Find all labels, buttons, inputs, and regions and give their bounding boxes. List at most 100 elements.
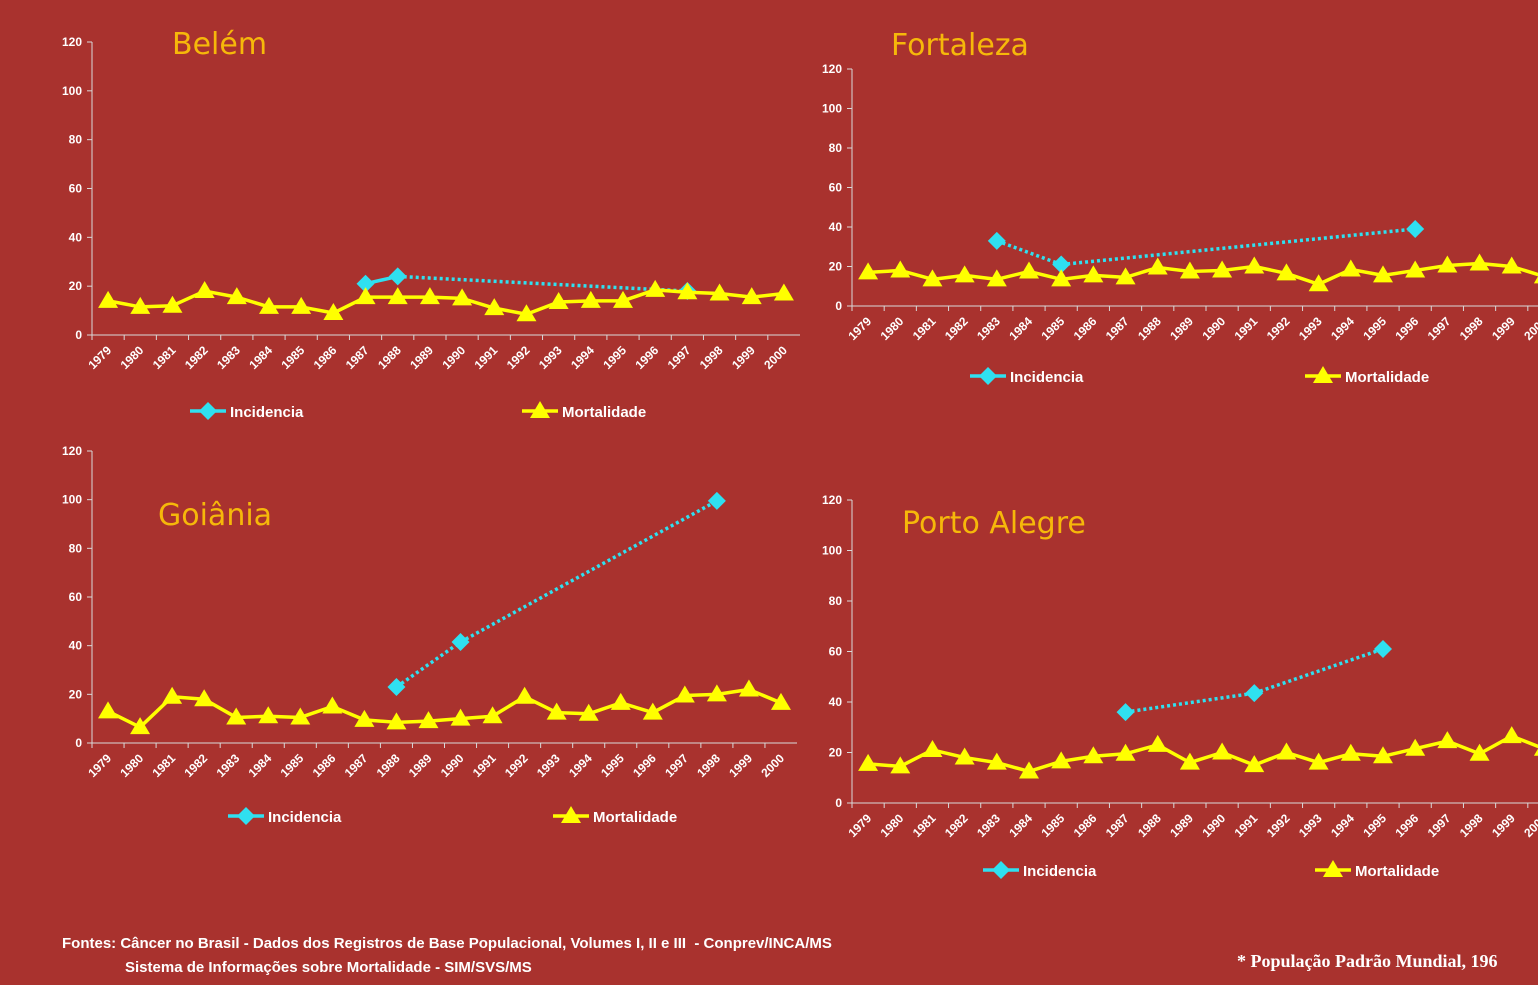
gap-connector bbox=[395, 640, 462, 689]
mortality-marker bbox=[259, 296, 279, 314]
mortality-marker bbox=[418, 711, 439, 729]
mortality-marker bbox=[1179, 752, 1200, 770]
mortality-marker bbox=[1179, 261, 1200, 279]
y-tick-label: 100 bbox=[822, 544, 842, 558]
mortality-marker bbox=[1533, 276, 1538, 284]
mortality-marker bbox=[1212, 260, 1233, 278]
mortality-marker bbox=[484, 298, 505, 316]
sources: Fontes: Câncer no Brasil - Dados dos Reg… bbox=[62, 935, 832, 952]
mortality-marker bbox=[386, 712, 407, 730]
mortality-marker bbox=[610, 692, 631, 710]
legend-label: Mortalidade bbox=[593, 809, 677, 826]
mortality-marker bbox=[1405, 738, 1426, 756]
mortality-marker bbox=[514, 686, 535, 704]
legend-marker bbox=[1313, 366, 1333, 383]
mortality-marker bbox=[890, 260, 911, 278]
y-tick-label: 80 bbox=[69, 541, 83, 555]
y-tick-label: 20 bbox=[829, 260, 843, 274]
y-tick-label: 20 bbox=[69, 279, 83, 293]
mortality-marker bbox=[1212, 742, 1233, 760]
mortality-marker bbox=[1051, 751, 1072, 769]
mortality-marker bbox=[1469, 253, 1490, 271]
series-line bbox=[107, 687, 782, 729]
mortality-marker bbox=[450, 708, 471, 726]
incidence-marker bbox=[1406, 219, 1425, 238]
chart-title: Belém bbox=[172, 27, 267, 62]
y-tick-label: 0 bbox=[75, 736, 82, 750]
series-line bbox=[107, 288, 785, 316]
mortality-marker bbox=[1115, 267, 1136, 285]
mortality-marker bbox=[1147, 734, 1168, 752]
mortality-marker bbox=[709, 283, 730, 301]
mortality-marker bbox=[986, 752, 1007, 770]
mortality-marker bbox=[130, 296, 151, 314]
mortality-marker bbox=[1244, 256, 1265, 274]
mortality-marker bbox=[954, 265, 975, 283]
y-tick-label: 120 bbox=[62, 444, 82, 458]
mortality-marker bbox=[419, 287, 440, 305]
mortality-marker bbox=[741, 287, 762, 305]
legend-marker bbox=[1323, 860, 1343, 877]
mortality-marker bbox=[452, 288, 473, 306]
y-tick-label: 0 bbox=[835, 299, 842, 313]
mortality-marker bbox=[1437, 731, 1458, 749]
y-tick-label: 0 bbox=[75, 328, 82, 342]
mortality-marker bbox=[322, 696, 343, 714]
chart-title: Fortaleza bbox=[891, 28, 1029, 63]
mortality-marker bbox=[613, 290, 633, 308]
mortality-marker bbox=[890, 756, 911, 774]
legend-label: Incidencia bbox=[230, 404, 304, 421]
mortality-marker bbox=[770, 692, 791, 710]
mortality-marker bbox=[1501, 256, 1522, 274]
incidence-marker bbox=[987, 231, 1006, 250]
mortality-marker bbox=[1469, 743, 1490, 761]
y-tick-label: 120 bbox=[822, 493, 842, 507]
mortality-marker bbox=[354, 709, 375, 727]
mortality-marker bbox=[258, 706, 279, 724]
legend-marker bbox=[199, 402, 217, 420]
mortality-marker bbox=[98, 701, 119, 719]
y-tick-label: 60 bbox=[69, 182, 83, 196]
mortality-marker bbox=[1051, 269, 1072, 287]
incidence-marker bbox=[451, 633, 470, 652]
mortality-marker bbox=[580, 290, 601, 308]
mortality-marker bbox=[922, 739, 943, 757]
legend-label: Mortalidade bbox=[562, 404, 646, 421]
incidence-marker bbox=[356, 274, 375, 293]
mortality-marker bbox=[1019, 261, 1039, 279]
y-tick-label: 100 bbox=[62, 493, 82, 507]
y-tick-label: 60 bbox=[829, 645, 843, 659]
mortality-marker bbox=[355, 287, 376, 305]
legend-label: Incidencia bbox=[268, 809, 342, 826]
mortality-marker bbox=[1373, 265, 1393, 283]
mortality-marker bbox=[130, 717, 151, 735]
y-tick-label: 120 bbox=[62, 35, 82, 49]
y-tick-label: 100 bbox=[62, 84, 82, 98]
legend-marker bbox=[992, 861, 1010, 879]
mortality-marker bbox=[1083, 265, 1104, 283]
incidence-marker bbox=[388, 267, 407, 286]
incidence-marker bbox=[1374, 639, 1392, 658]
mortality-marker bbox=[1147, 257, 1168, 275]
y-tick-label: 80 bbox=[829, 594, 843, 608]
y-tick-label: 100 bbox=[822, 102, 842, 116]
mortality-marker bbox=[1405, 260, 1426, 278]
mortality-marker bbox=[645, 279, 666, 297]
mortality-marker bbox=[1437, 255, 1458, 273]
legend-marker bbox=[561, 806, 581, 823]
mortality-marker bbox=[1019, 761, 1039, 779]
incidence-marker bbox=[707, 491, 726, 510]
mortality-marker bbox=[387, 287, 408, 305]
mortality-marker bbox=[1083, 746, 1104, 764]
mortality-marker bbox=[291, 296, 312, 314]
mortality-marker bbox=[642, 702, 663, 720]
y-tick-label: 80 bbox=[69, 133, 83, 147]
mortality-marker bbox=[1340, 259, 1361, 277]
mortality-marker bbox=[738, 679, 759, 697]
legend-label: Mortalidade bbox=[1355, 863, 1439, 880]
mortality-marker bbox=[986, 269, 1007, 287]
mortality-marker bbox=[1276, 263, 1297, 281]
mortality-marker bbox=[858, 262, 879, 280]
y-tick-label: 120 bbox=[822, 62, 842, 76]
